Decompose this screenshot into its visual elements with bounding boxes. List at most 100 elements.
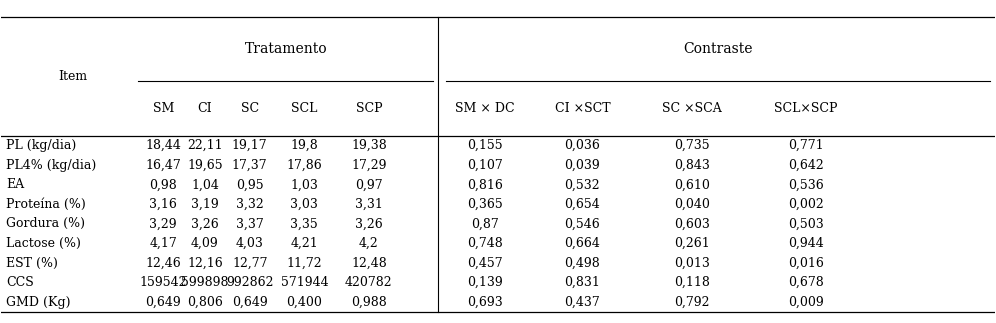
Text: 3,16: 3,16 — [149, 198, 177, 211]
Text: 4,03: 4,03 — [236, 237, 264, 250]
Text: 3,32: 3,32 — [236, 198, 264, 211]
Text: 0,503: 0,503 — [788, 217, 824, 230]
Text: 0,988: 0,988 — [351, 296, 386, 309]
Text: 0,843: 0,843 — [673, 159, 709, 172]
Text: 19,65: 19,65 — [187, 159, 223, 172]
Text: SC: SC — [241, 102, 259, 115]
Text: 0,536: 0,536 — [788, 178, 824, 191]
Text: 0,013: 0,013 — [673, 256, 709, 270]
Text: 0,735: 0,735 — [674, 139, 709, 152]
Text: GMD (Kg): GMD (Kg) — [6, 296, 71, 309]
Text: 17,37: 17,37 — [232, 159, 268, 172]
Text: 12,16: 12,16 — [187, 256, 223, 270]
Text: 0,642: 0,642 — [788, 159, 824, 172]
Text: 0,98: 0,98 — [149, 178, 177, 191]
Text: 0,400: 0,400 — [287, 296, 323, 309]
Text: 0,039: 0,039 — [565, 159, 601, 172]
Text: SCP: SCP — [356, 102, 382, 115]
Text: 159542: 159542 — [139, 276, 187, 289]
Text: 0,831: 0,831 — [565, 276, 601, 289]
Text: 18,44: 18,44 — [145, 139, 181, 152]
Text: 3,19: 3,19 — [191, 198, 219, 211]
Text: 0,610: 0,610 — [673, 178, 709, 191]
Text: 3,03: 3,03 — [291, 198, 319, 211]
Text: 4,09: 4,09 — [191, 237, 219, 250]
Text: 0,457: 0,457 — [467, 256, 503, 270]
Text: 19,17: 19,17 — [232, 139, 268, 152]
Text: 0,678: 0,678 — [788, 276, 824, 289]
Text: 0,649: 0,649 — [232, 296, 268, 309]
Text: 599898: 599898 — [181, 276, 229, 289]
Text: 12,46: 12,46 — [145, 256, 181, 270]
Text: 0,664: 0,664 — [565, 237, 601, 250]
Text: 16,47: 16,47 — [145, 159, 181, 172]
Text: 0,365: 0,365 — [467, 198, 503, 211]
Text: CCS: CCS — [6, 276, 34, 289]
Text: 4,2: 4,2 — [359, 237, 378, 250]
Text: 3,37: 3,37 — [236, 217, 264, 230]
Text: PL (kg/dia): PL (kg/dia) — [6, 139, 77, 152]
Text: 22,11: 22,11 — [187, 139, 223, 152]
Text: 0,498: 0,498 — [565, 256, 601, 270]
Text: 12,48: 12,48 — [351, 256, 386, 270]
Text: Item: Item — [59, 70, 88, 83]
Text: 0,036: 0,036 — [565, 139, 601, 152]
Text: 11,72: 11,72 — [287, 256, 322, 270]
Text: 0,944: 0,944 — [788, 237, 824, 250]
Text: CI ×SCT: CI ×SCT — [555, 102, 611, 115]
Text: 0,806: 0,806 — [187, 296, 223, 309]
Text: Contraste: Contraste — [683, 42, 753, 57]
Text: 0,016: 0,016 — [788, 256, 824, 270]
Text: 0,748: 0,748 — [467, 237, 503, 250]
Text: SCL: SCL — [291, 102, 318, 115]
Text: 3,26: 3,26 — [355, 217, 382, 230]
Text: 0,87: 0,87 — [471, 217, 499, 230]
Text: 17,29: 17,29 — [352, 159, 386, 172]
Text: 3,26: 3,26 — [191, 217, 219, 230]
Text: 3,31: 3,31 — [355, 198, 382, 211]
Text: 4,17: 4,17 — [149, 237, 177, 250]
Text: SC ×SCA: SC ×SCA — [661, 102, 721, 115]
Text: 3,29: 3,29 — [149, 217, 177, 230]
Text: 0,107: 0,107 — [467, 159, 503, 172]
Text: 571944: 571944 — [281, 276, 328, 289]
Text: 0,771: 0,771 — [788, 139, 824, 152]
Text: 1,04: 1,04 — [191, 178, 219, 191]
Text: 992862: 992862 — [226, 276, 274, 289]
Text: Gordura (%): Gordura (%) — [6, 217, 86, 230]
Text: 19,38: 19,38 — [351, 139, 386, 152]
Text: 0,816: 0,816 — [467, 178, 503, 191]
Text: 1,03: 1,03 — [291, 178, 319, 191]
Text: 0,693: 0,693 — [467, 296, 503, 309]
Text: 0,649: 0,649 — [145, 296, 181, 309]
Text: 3,35: 3,35 — [291, 217, 318, 230]
Text: 0,792: 0,792 — [674, 296, 709, 309]
Text: 4,21: 4,21 — [291, 237, 318, 250]
Text: 12,77: 12,77 — [232, 256, 268, 270]
Text: 0,97: 0,97 — [355, 178, 382, 191]
Text: 0,261: 0,261 — [674, 237, 709, 250]
Text: Tratamento: Tratamento — [245, 42, 328, 57]
Text: 0,603: 0,603 — [673, 217, 709, 230]
Text: EA: EA — [6, 178, 25, 191]
Text: Proteína (%): Proteína (%) — [6, 198, 86, 211]
Text: Lactose (%): Lactose (%) — [6, 237, 82, 250]
Text: 19,8: 19,8 — [291, 139, 318, 152]
Text: 420782: 420782 — [345, 276, 392, 289]
Text: SCL×SCP: SCL×SCP — [774, 102, 838, 115]
Text: 0,009: 0,009 — [788, 296, 824, 309]
Text: 0,139: 0,139 — [467, 276, 503, 289]
Text: 0,002: 0,002 — [788, 198, 824, 211]
Text: 0,155: 0,155 — [467, 139, 503, 152]
Text: 0,040: 0,040 — [673, 198, 709, 211]
Text: 0,118: 0,118 — [673, 276, 709, 289]
Text: 0,654: 0,654 — [565, 198, 601, 211]
Text: PL4% (kg/dia): PL4% (kg/dia) — [6, 159, 97, 172]
Text: 0,437: 0,437 — [565, 296, 601, 309]
Text: SM: SM — [152, 102, 174, 115]
Text: 0,95: 0,95 — [236, 178, 264, 191]
Text: SM × DC: SM × DC — [455, 102, 515, 115]
Text: CI: CI — [197, 102, 212, 115]
Text: 0,546: 0,546 — [565, 217, 601, 230]
Text: 0,532: 0,532 — [565, 178, 601, 191]
